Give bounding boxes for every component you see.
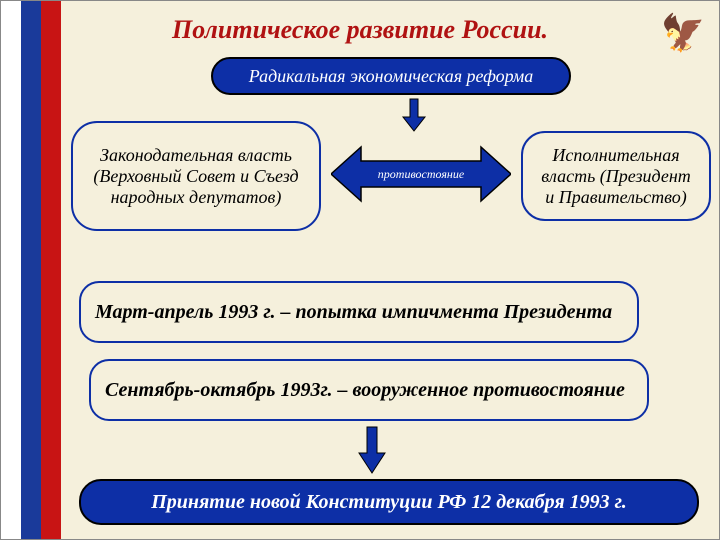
node-legislative: Законодательная власть (Верховный Совет … <box>71 121 321 231</box>
node-executive: Исполнительная власть (Президент и Прави… <box>521 131 711 221</box>
node-september: Сентябрь-октябрь 1993г. – вооруженное пр… <box>89 359 649 421</box>
flag-stripe-white <box>1 1 21 539</box>
node-constitution-label: Принятие новой Конституции РФ 12 декабря… <box>151 491 627 514</box>
page-title: Политическое развитие России. <box>1 15 719 45</box>
arrow-september-to-constitution <box>357 425 387 475</box>
node-march: Март-апрель 1993 г. – попытка импичмента… <box>79 281 639 343</box>
node-reform: Радикальная экономическая реформа <box>211 57 571 95</box>
node-executive-label: Исполнительная власть (Президент и Прави… <box>537 145 695 208</box>
node-legislative-label: Законодательная власть (Верховный Совет … <box>87 145 305 208</box>
node-march-label: Март-апрель 1993 г. – попытка импичмента… <box>95 301 612 324</box>
arrow-reform-to-confront <box>401 97 427 133</box>
node-constitution: Принятие новой Конституции РФ 12 декабря… <box>79 479 699 525</box>
node-september-label: Сентябрь-октябрь 1993г. – вооруженное пр… <box>105 379 625 402</box>
node-confront-label: противостояние <box>378 167 464 182</box>
node-confront: противостояние <box>331 139 511 209</box>
node-reform-label: Радикальная экономическая реформа <box>249 66 533 87</box>
flag-stripe-blue <box>21 1 41 539</box>
flag-stripe-red <box>41 1 61 539</box>
